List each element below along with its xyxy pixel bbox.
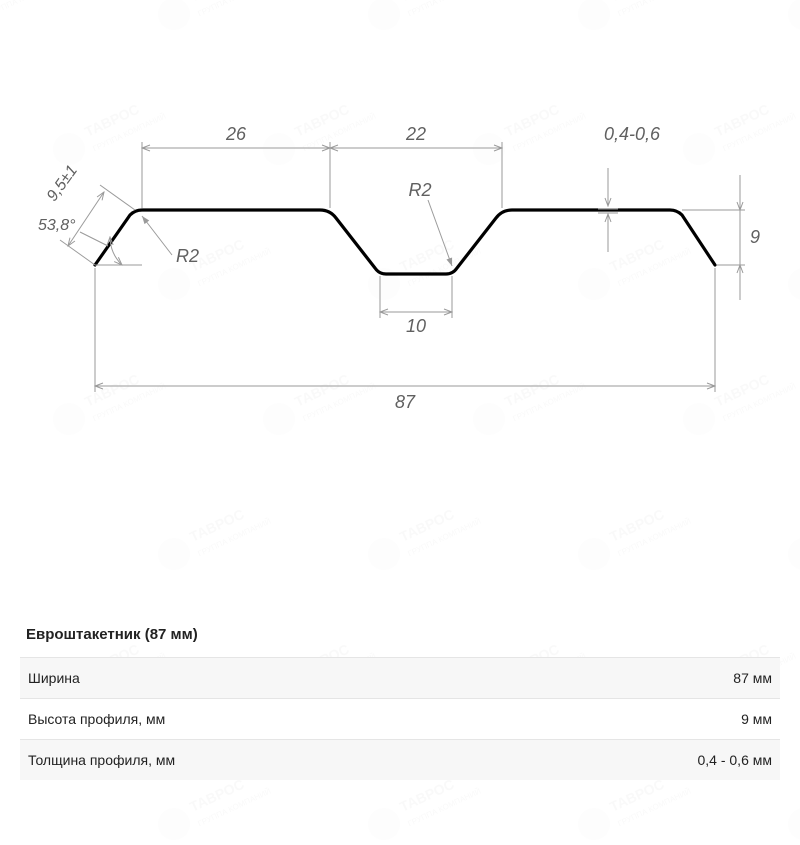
- profile-diagram: 26 22 0,4-0,6 9 9,5±1 53,8° R2: [0, 0, 800, 560]
- dim-angle: 53,8°: [38, 217, 76, 234]
- spec-row: Толщина профиля, мм 0,4 - 0,6 мм: [20, 739, 780, 780]
- spec-label: Высота профиля, мм: [28, 711, 165, 727]
- watermark: ТАВРОСГРУППА КОМПАНИЙ: [783, 767, 800, 845]
- dim-valley: 10: [406, 316, 426, 336]
- dim-overall: 87: [395, 392, 416, 412]
- spec-value: 9 мм: [741, 711, 772, 727]
- diagram-svg: 26 22 0,4-0,6 9 9,5±1 53,8° R2: [0, 0, 800, 560]
- spec-table: Евроштакетник (87 мм) Ширина 87 мм Высота …: [20, 616, 780, 780]
- spec-label: Ширина: [28, 670, 80, 686]
- spec-row: Ширина 87 мм: [20, 657, 780, 698]
- dim-r2-left: R2: [176, 246, 199, 266]
- dim-height: 9: [750, 227, 760, 247]
- dim-thickness: 0,4-0,6: [604, 124, 661, 144]
- spec-label: Толщина профиля, мм: [28, 752, 175, 768]
- dim-flange: 9,5±1: [44, 162, 81, 204]
- spec-row: Высота профиля, мм 9 мм: [20, 698, 780, 739]
- spec-value: 0,4 - 0,6 мм: [697, 752, 772, 768]
- dim-top-left: 26: [225, 124, 247, 144]
- dim-top-right: 22: [405, 124, 426, 144]
- spec-title: Евроштакетник (87 мм): [20, 616, 780, 657]
- spec-value: 87 мм: [733, 670, 772, 686]
- dim-r2-mid: R2: [408, 180, 431, 200]
